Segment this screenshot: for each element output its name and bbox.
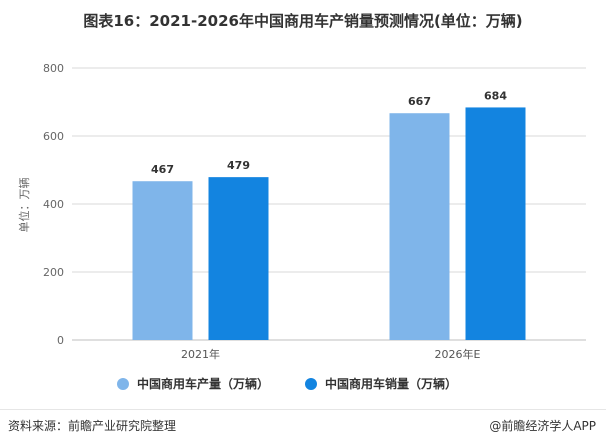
- y-tick-label: 400: [43, 198, 64, 211]
- y-tick-label: 0: [57, 334, 64, 347]
- y-axis-ticks: 0 200 400 600 800: [43, 62, 64, 347]
- data-label: 684: [484, 89, 507, 102]
- legend-swatch: [305, 378, 317, 390]
- x-tick-label: 2026年E: [435, 347, 481, 361]
- legend-swatch: [117, 378, 129, 390]
- y-tick-label: 200: [43, 266, 64, 279]
- bar: [465, 107, 526, 340]
- y-axis-label: 单位：万辆: [17, 178, 31, 233]
- y-tick-label: 800: [43, 62, 64, 75]
- legend-label: 中国商用车产量（万辆）: [137, 376, 269, 391]
- x-tick-label: 2021年: [181, 347, 220, 361]
- legend: 中国商用车产量（万辆） 中国商用车销量（万辆）: [117, 376, 457, 391]
- y-tick-label: 600: [43, 130, 64, 143]
- bars: [132, 107, 526, 340]
- source-note: 资料来源：前瞻产业研究院整理: [8, 419, 177, 433]
- data-label: 667: [408, 95, 431, 108]
- data-labels: 467 479 667 684: [151, 89, 507, 176]
- footer-divider: [0, 409, 606, 410]
- bar: [208, 177, 269, 340]
- bar: [389, 113, 450, 340]
- x-axis-ticks: 2021年 2026年E: [181, 347, 481, 361]
- data-label: 467: [151, 163, 174, 176]
- brand-credit: @前瞻经济学人APP: [489, 419, 596, 433]
- chart-title: 图表16：2021-2026年中国商用车产销量预测情况(单位：万辆): [83, 12, 523, 30]
- bar: [132, 181, 193, 340]
- data-label: 479: [227, 159, 250, 172]
- legend-label: 中国商用车销量（万辆）: [325, 376, 457, 391]
